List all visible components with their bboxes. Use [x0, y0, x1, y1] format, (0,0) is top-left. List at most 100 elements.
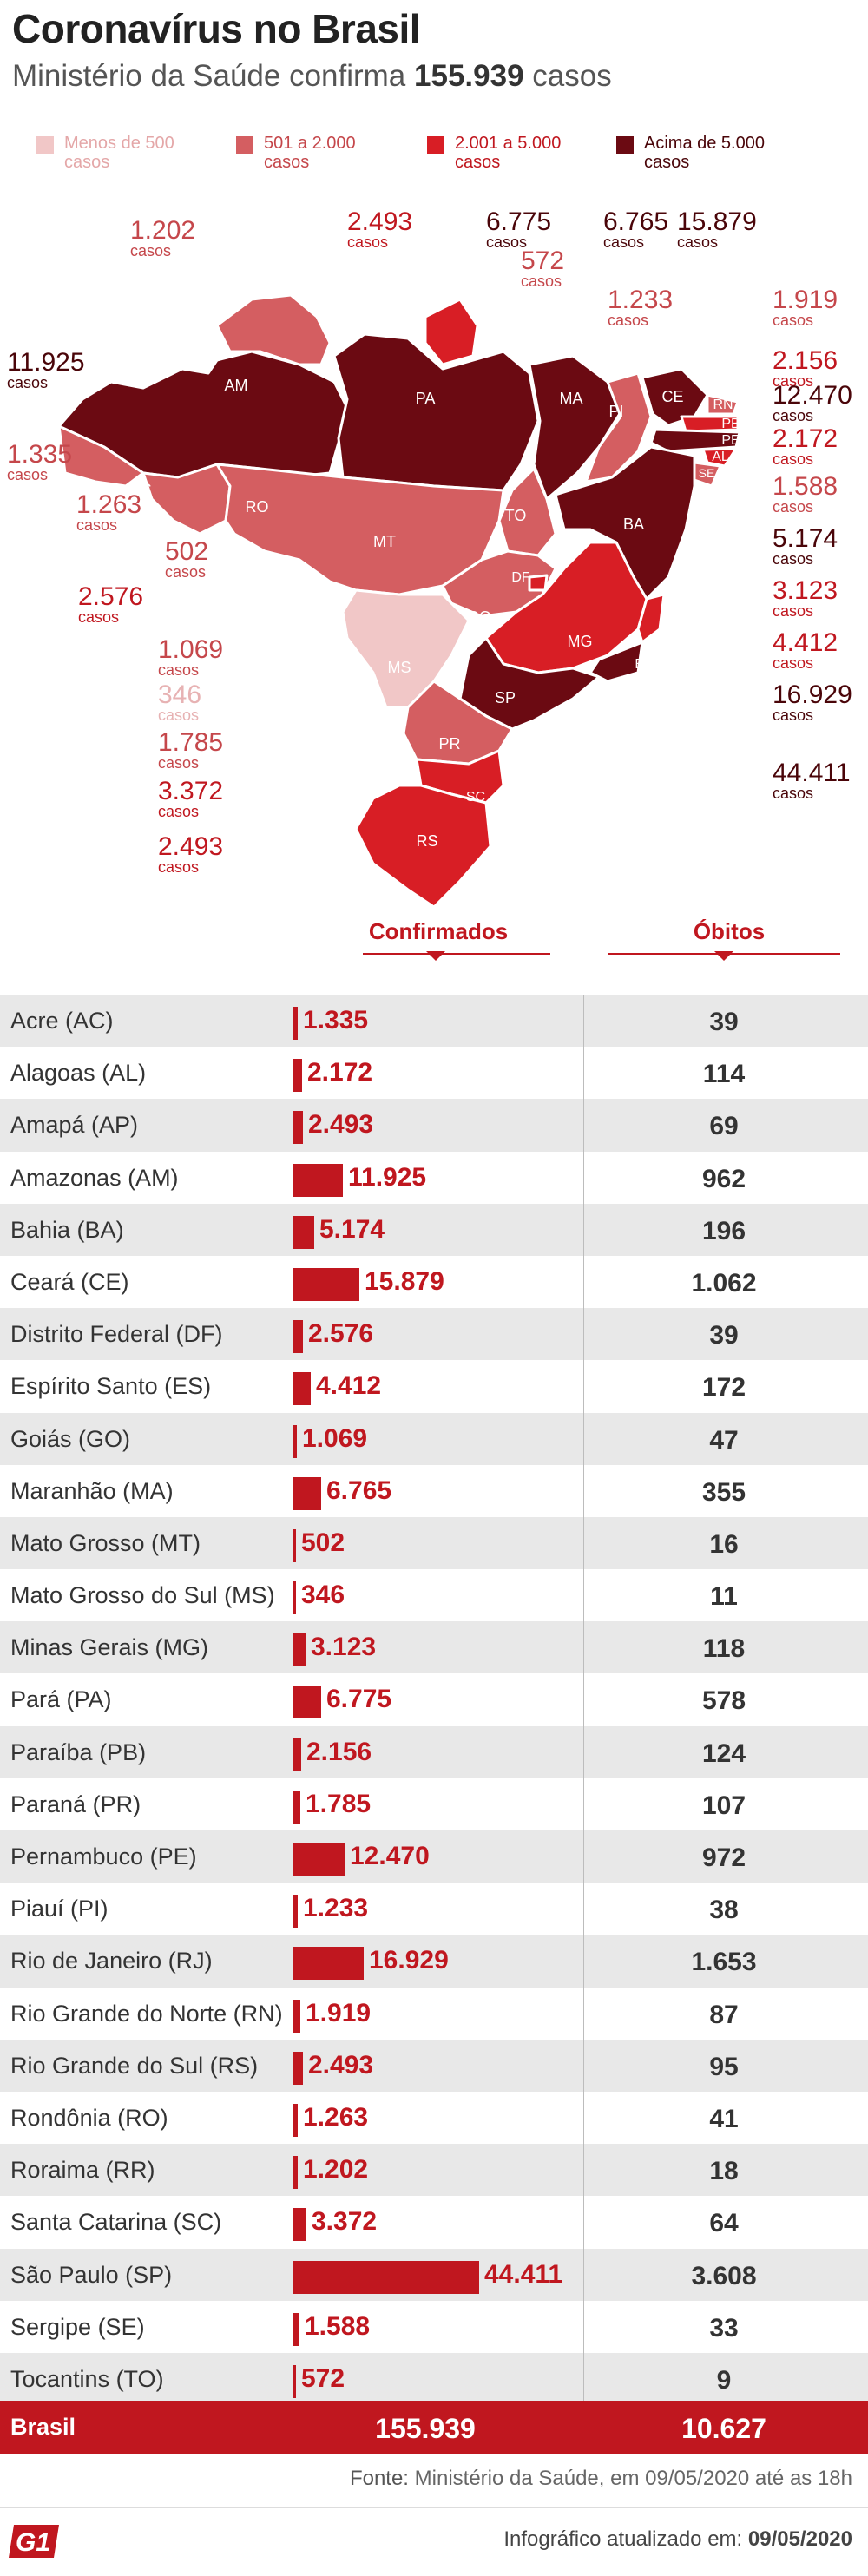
confirmed-value: 6.775: [326, 1685, 392, 1714]
map-uf-ce: CE: [661, 388, 683, 405]
map-casos-label: casos: [773, 654, 813, 672]
state-name: Pernambuco (PE): [10, 1843, 197, 1870]
map-uf-ap: AP: [438, 273, 459, 290]
legend-label: 2.001 a 5.000 casos: [455, 134, 562, 172]
deaths-value: 9: [716, 2365, 732, 2395]
map-value-sp: 44.411: [773, 759, 851, 787]
map-value-se: 1.588: [773, 472, 838, 501]
confirmed-bar: [293, 1581, 296, 1615]
table-row: Sergipe (SE) 1.588 33: [0, 2301, 868, 2353]
state-shape-to: [497, 467, 557, 557]
map-value-to: 572: [521, 246, 564, 275]
state-shape-mt: [215, 463, 505, 596]
map-value-ac: 1.335: [7, 440, 72, 469]
table-row: Espírito Santo (ES) 4.412 172: [0, 1360, 868, 1412]
table-row: Amazonas (AM) 11.925 962: [0, 1152, 868, 1204]
map-uf-ma: MA: [560, 390, 583, 407]
map-value-rr: 1.202: [130, 216, 195, 245]
map-casos-label: casos: [773, 312, 813, 329]
page-subtitle: Ministério da Saúde confirma 155.939 cas…: [12, 59, 612, 94]
deaths-value: 355: [701, 1477, 746, 1507]
confirmed-bar: [293, 1215, 314, 1249]
deaths-value: 124: [701, 1738, 746, 1768]
state-shape-rj: [589, 641, 644, 683]
map-value-df: 2.576: [78, 582, 143, 611]
deaths-value: 972: [701, 1843, 746, 1872]
map-uf-df: DF: [511, 570, 530, 585]
updated-label: Infográfico atualizado em:: [503, 2527, 743, 2551]
table-row: Rio Grande do Norte (RN) 1.919 87: [0, 1988, 868, 2040]
state-shape-rn: [706, 393, 740, 416]
table-row: Distrito Federal (DF) 2.576 39: [0, 1308, 868, 1361]
map-casos-label: casos: [677, 233, 718, 251]
map-uf-ba: BA: [623, 516, 644, 533]
map-casos-label: casos: [7, 374, 48, 391]
confirmed-value: 4.412: [316, 1371, 382, 1401]
subtitle-total: 155.939: [414, 59, 524, 93]
page-title: Coronavírus no Brasil: [12, 6, 421, 51]
state-name: Acre (AC): [10, 1008, 114, 1034]
legend-label: Menos de 500 casos: [64, 134, 174, 172]
confirmed-bar: [293, 2312, 299, 2346]
state-name: Mato Grosso do Sul (MS): [10, 1582, 275, 1609]
state-shape-ms: [341, 588, 470, 709]
confirmed-bar: [293, 1738, 301, 1771]
confirmed-bar: [293, 2208, 306, 2242]
state-name: São Paulo (SP): [10, 2261, 173, 2288]
confirmed-bar: [293, 1267, 359, 1301]
map-value-pr: 1.785: [158, 728, 223, 757]
map-uf-rs: RS: [416, 832, 437, 850]
map-value-ms: 346: [158, 680, 201, 709]
total-row: Brasil 155.939 10.627: [0, 2401, 868, 2454]
state-shape-ba: [554, 445, 696, 601]
table-row: Mato Grosso do Sul (MS) 346 11: [0, 1569, 868, 1621]
map-value-pe: 12.470: [773, 381, 852, 410]
state-shape-pb: [680, 415, 740, 433]
map-value-pa: 6.775: [486, 207, 551, 236]
map-uf-sp: SP: [495, 689, 516, 706]
table-row: Paraná (PR) 1.785 107: [0, 1778, 868, 1830]
map-casos-label: casos: [7, 466, 48, 483]
confirmed-value: 1.233: [303, 1894, 369, 1923]
g1-logo: G1: [9, 2525, 59, 2558]
map-uf-pe: PE: [721, 433, 740, 448]
map-casos-label: casos: [486, 233, 527, 251]
confirmed-value: 502: [301, 1528, 345, 1557]
map-casos-label: casos: [773, 450, 813, 468]
map-casos-label: casos: [158, 754, 199, 772]
map-uf-am: AM: [225, 377, 248, 394]
map-value-ma: 6.765: [603, 207, 668, 236]
map-casos-label: casos: [130, 242, 171, 260]
table-row: Pernambuco (PE) 12.470 972: [0, 1830, 868, 1883]
deaths-value: 172: [701, 1373, 746, 1403]
state-name: Maranhão (MA): [10, 1477, 174, 1504]
footer-divider: [0, 2507, 868, 2508]
map-casos-label: casos: [773, 372, 813, 390]
map-uf-sc: SC: [466, 790, 485, 805]
confirmed-bar: [293, 1528, 296, 1562]
confirmed-bar: [293, 1843, 345, 1876]
map-casos-label: casos: [158, 858, 199, 876]
map-value-ce: 15.879: [677, 207, 757, 236]
map-uf-mt: MT: [373, 533, 396, 550]
map-value-pb: 2.156: [773, 346, 838, 375]
map-uf-es: ES: [635, 657, 653, 672]
map-casos-label: casos: [78, 608, 119, 626]
source-note: Fonte: Ministério da Saúde, em 09/05/202…: [350, 2467, 852, 2491]
deaths-value: 47: [709, 1425, 739, 1455]
table-row: Minas Gerais (MG) 3.123 118: [0, 1621, 868, 1674]
table-row: Goiás (GO) 1.069 47: [0, 1412, 868, 1465]
confirmed-bar: [293, 1320, 303, 1354]
deaths-value: 16: [709, 1529, 739, 1559]
map-casos-label: casos: [158, 803, 199, 820]
deaths-value: 95: [709, 2052, 739, 2081]
confirmed-value: 3.123: [311, 1633, 377, 1662]
map-value-rn: 1.919: [773, 286, 838, 314]
confirmed-bar: [293, 2364, 296, 2398]
total-confirmed: 155.939: [375, 2413, 476, 2444]
confirmed-value: 12.470: [350, 1842, 430, 1870]
confirmed-value: 1.335: [303, 1006, 369, 1035]
confirmed-bar: [293, 1372, 311, 1406]
map-uf-pb: PB: [721, 417, 740, 431]
subtitle-suffix: casos: [532, 59, 612, 93]
